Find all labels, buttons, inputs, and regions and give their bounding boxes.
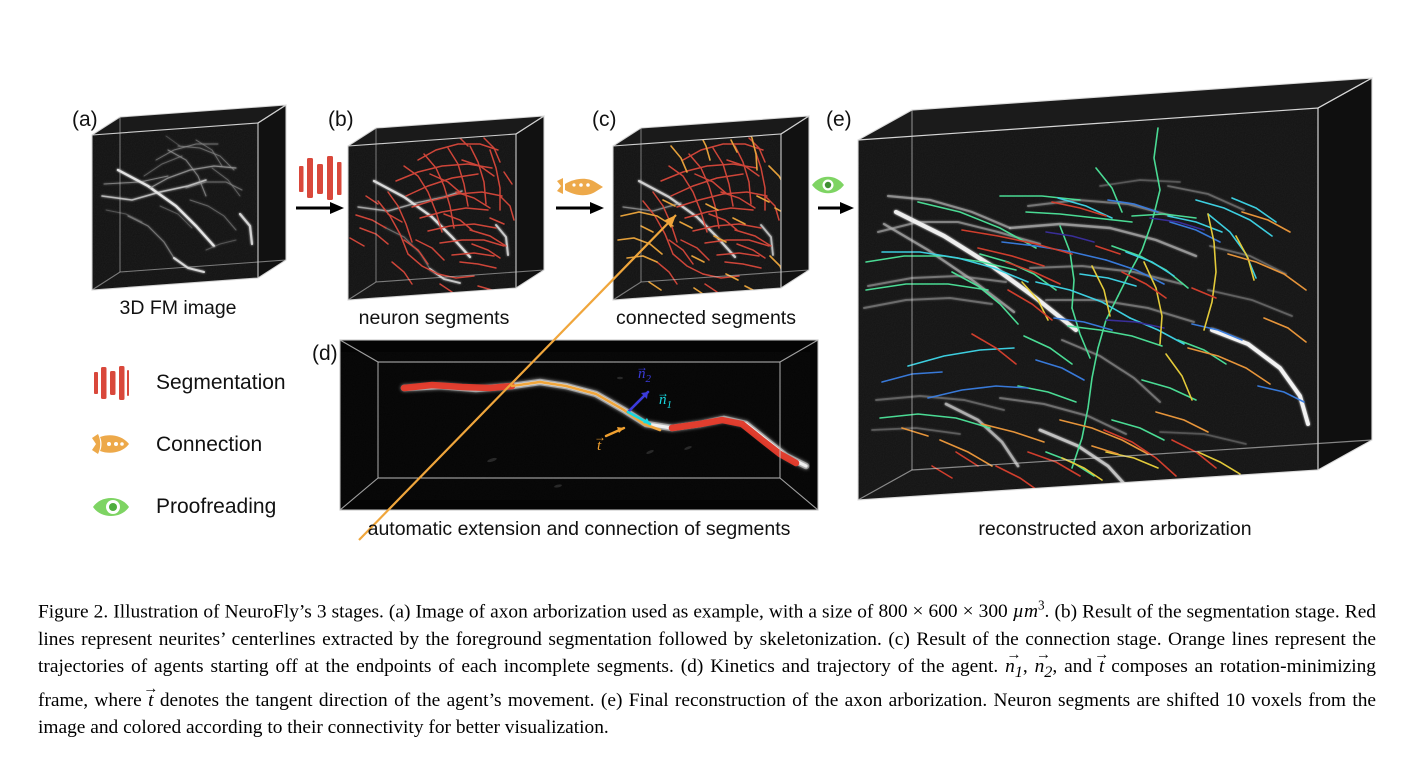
arrow-b-to-c [556, 202, 604, 214]
legend-item-proofreading: Proofreading [88, 476, 338, 538]
caption-d-pre: (d) Kinetics and trajectory of the agent… [680, 656, 999, 678]
panel-b-caption: neuron segments [358, 307, 510, 329]
arrow-a-to-b [296, 202, 344, 214]
panel-a-volume [91, 103, 287, 291]
eye-icon-inline [812, 176, 844, 194]
legend-label-segmentation: Segmentation [156, 371, 286, 394]
segmentation-bars-icon [88, 363, 134, 403]
panel-d-volume [339, 339, 819, 511]
panel-e-caption: reconstructed axon arborization [978, 518, 1252, 540]
panel-d-caption: automatic extension and connection of se… [367, 518, 791, 540]
stage-legend: Segmentation Connection Proofreading [88, 352, 338, 538]
caption-vec-n1: n1 [1005, 653, 1023, 686]
caption-b: (b) Result of the segmentation stage. Re… [38, 601, 1376, 650]
segmentation-bars-icon-inline [299, 156, 342, 200]
panel-a-caption: 3D FM image [119, 297, 237, 319]
caption-figure-number: Figure 2. [38, 601, 109, 623]
panel-label-d: (d) [312, 342, 338, 365]
legend-label-proofreading: Proofreading [156, 495, 277, 518]
caption-d-mid: composes an rotation-minimizing frame, w… [38, 656, 1376, 711]
caption-e: (e) Final reconstruction of the axon arb… [38, 689, 1377, 738]
caption-vec-t: t [1099, 653, 1104, 680]
vector-label-n2: n2 [638, 366, 652, 385]
caption-vec-t-2: t [148, 687, 153, 714]
vector-label-n1: n1 [659, 392, 672, 411]
vector-arrow-n2: → [636, 360, 648, 374]
caption-title: Illustration of NeuroFly’s 3 stages. [113, 601, 384, 623]
rocket-icon [88, 425, 134, 465]
legend-item-segmentation: Segmentation [88, 352, 338, 414]
caption-c: (c) Result of the connection stage. Oran… [38, 628, 1376, 678]
caption-a: (a) Image of axon arborization used as e… [388, 601, 874, 623]
vector-arrow-t: → [594, 430, 606, 444]
vector-label-t: t [597, 438, 602, 454]
panel-b-volume [347, 114, 545, 301]
vector-arrow-n1: → [657, 386, 669, 400]
caption-vec-n2: n2 [1035, 653, 1053, 686]
panel-e-volume [857, 76, 1373, 501]
panel-label-a: (a) [72, 108, 98, 131]
panel-label-e: (e) [826, 108, 852, 131]
caption-and: and [1064, 656, 1093, 678]
pointer-c-to-d [358, 214, 677, 541]
caption-size-spec: 800 × 600 × 300 µm3. [878, 598, 1050, 623]
legend-item-connection: Connection [88, 414, 338, 476]
panel-c-caption: connected segments [616, 307, 796, 329]
figure-caption: Figure 2. Illustration of NeuroFly’s 3 s… [38, 592, 1376, 741]
panel-label-b: (b) [328, 108, 354, 131]
eye-icon [88, 487, 134, 527]
arrow-c-to-e [818, 202, 854, 214]
rocket-icon-inline [557, 178, 603, 196]
panel-c-volume [612, 114, 810, 301]
caption-d-post: denotes the tangent direction of the age… [159, 689, 595, 711]
panel-label-c: (c) [592, 108, 617, 131]
legend-label-connection: Connection [156, 433, 263, 456]
